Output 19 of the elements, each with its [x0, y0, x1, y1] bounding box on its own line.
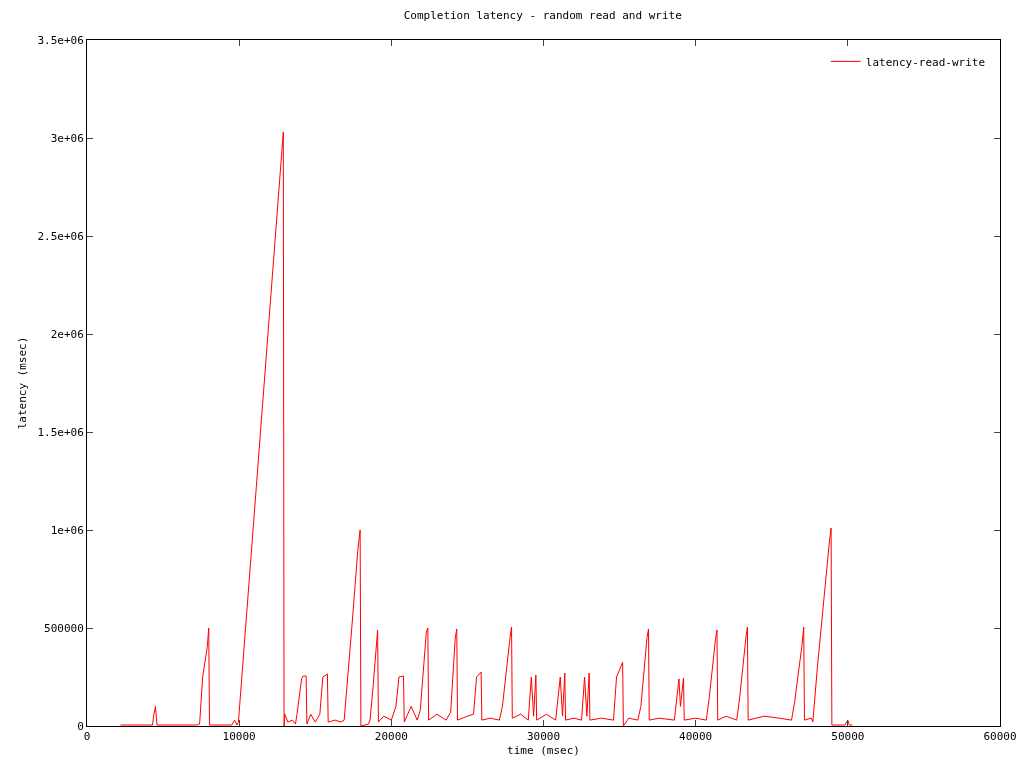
y-tick-label: 1.5e+06: [37, 425, 84, 439]
x-tick-label: 50000: [831, 730, 865, 744]
x-tick-label: 60000: [983, 730, 1017, 744]
legend-label: latency-read-write: [865, 55, 986, 69]
y-tick-label: 0: [77, 719, 84, 733]
y-tick-label: 2e+06: [50, 327, 84, 341]
x-axis-title: time (msec): [507, 744, 580, 758]
y-tick-label: 500000: [44, 621, 84, 635]
x-tick-label: 20000: [374, 730, 408, 744]
y-tick-label: 2.5e+06: [37, 229, 84, 243]
y-axis-title: latency (msec): [16, 336, 30, 430]
y-tick-label: 3e+06: [50, 131, 84, 145]
x-tick-label: 30000: [526, 730, 561, 744]
y-tick-label: 1e+06: [50, 523, 84, 537]
y-tick-label: 3.5e+06: [37, 33, 84, 47]
x-tick-label: 10000: [222, 730, 256, 744]
x-tick-label: 40000: [679, 730, 713, 744]
chart-title: Completion latency - random read and write: [403, 9, 682, 23]
line-series: [119, 131, 853, 726]
